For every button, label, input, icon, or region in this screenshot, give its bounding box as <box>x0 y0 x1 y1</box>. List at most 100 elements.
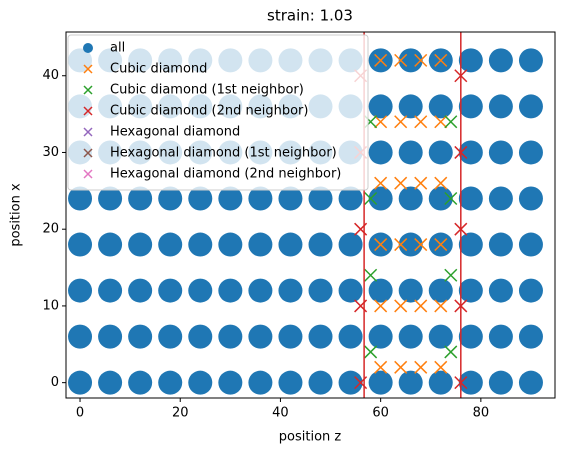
point <box>428 186 453 211</box>
point <box>488 324 513 349</box>
point <box>248 278 273 303</box>
point <box>398 232 423 257</box>
y-axis-label: position x <box>9 183 24 247</box>
point <box>188 324 213 349</box>
point <box>394 176 408 190</box>
point <box>368 324 393 349</box>
point <box>374 299 388 313</box>
point <box>248 370 273 395</box>
legend-label: Cubic diamond (2nd neighbor) <box>110 104 308 119</box>
chart-title: strain: 1.03 <box>267 7 353 25</box>
point <box>398 140 423 165</box>
point <box>218 324 243 349</box>
point <box>398 324 423 349</box>
point <box>518 94 543 119</box>
point <box>308 324 333 349</box>
point <box>218 186 243 211</box>
point <box>68 370 93 395</box>
point <box>278 324 303 349</box>
point <box>518 140 543 165</box>
point <box>398 370 423 395</box>
point <box>368 278 393 303</box>
point <box>444 191 458 206</box>
point <box>368 370 393 395</box>
legend-marker <box>83 64 93 74</box>
point <box>188 278 213 303</box>
point <box>368 140 393 165</box>
point <box>128 278 153 303</box>
point <box>434 238 448 252</box>
point <box>458 140 483 165</box>
point <box>364 268 378 282</box>
legend-label: Cubic diamond <box>110 62 207 77</box>
point <box>428 140 453 165</box>
point <box>434 53 448 67</box>
legend-label: Hexagonal diamond (2nd neighbor) <box>110 167 341 182</box>
point <box>68 232 93 257</box>
point <box>338 186 363 211</box>
point <box>398 186 423 211</box>
point <box>398 48 423 73</box>
point <box>188 232 213 257</box>
point <box>128 186 153 211</box>
y-tick-label: 0 <box>51 375 59 390</box>
point <box>98 370 123 395</box>
point <box>308 186 333 211</box>
point <box>248 186 273 211</box>
point <box>434 299 448 313</box>
point <box>518 48 543 73</box>
legend-label: Hexagonal diamond <box>110 125 240 140</box>
point <box>308 370 333 395</box>
point <box>158 324 183 349</box>
point <box>428 278 453 303</box>
point <box>374 238 388 252</box>
point <box>458 48 483 73</box>
point <box>158 186 183 211</box>
point <box>218 232 243 257</box>
point <box>434 176 448 190</box>
legend-label: all <box>110 41 125 56</box>
point <box>434 360 448 374</box>
x-tick-label: 0 <box>76 406 84 421</box>
point <box>98 232 123 257</box>
point <box>188 370 213 395</box>
x-tick-label: 40 <box>272 406 289 421</box>
point <box>374 53 388 67</box>
point <box>458 278 483 303</box>
point <box>394 299 408 313</box>
point <box>414 299 428 313</box>
point <box>278 186 303 211</box>
point <box>128 232 153 257</box>
point <box>338 278 363 303</box>
point <box>394 360 408 374</box>
point <box>364 345 378 359</box>
legend-marker <box>83 43 93 53</box>
x-axis-label: position z <box>279 430 342 445</box>
point <box>518 324 543 349</box>
y-tick-label: 40 <box>42 68 59 83</box>
point <box>368 186 393 211</box>
legend-box <box>67 34 369 191</box>
point <box>398 94 423 119</box>
point <box>414 360 428 374</box>
point <box>278 278 303 303</box>
x-tick-label: 20 <box>172 406 189 421</box>
point <box>308 232 333 257</box>
point <box>488 370 513 395</box>
point <box>458 324 483 349</box>
point <box>248 324 273 349</box>
point <box>394 53 408 67</box>
point <box>458 232 483 257</box>
point <box>158 370 183 395</box>
point <box>374 360 388 374</box>
point <box>518 278 543 303</box>
point <box>414 115 428 129</box>
point <box>338 324 363 349</box>
point <box>338 370 363 395</box>
point <box>444 115 458 129</box>
point <box>428 370 453 395</box>
legend-label: Cubic diamond (1st neighbor) <box>110 83 304 98</box>
point <box>158 278 183 303</box>
legend-marker <box>83 148 93 158</box>
point <box>518 186 543 211</box>
